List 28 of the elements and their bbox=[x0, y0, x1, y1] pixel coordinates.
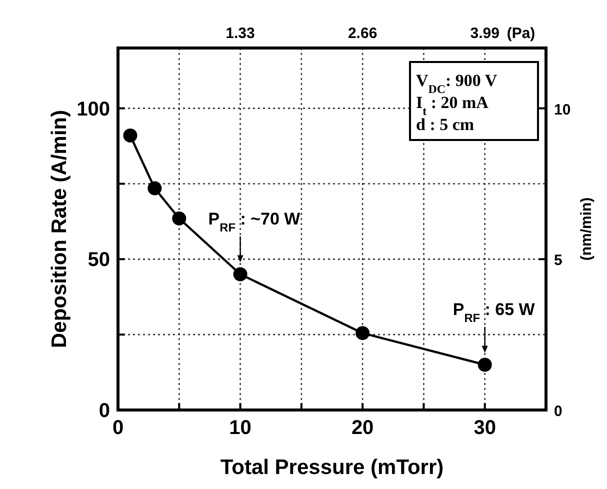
y2-tick-label: 0 bbox=[554, 403, 562, 420]
point bbox=[172, 211, 186, 226]
y2-tick-label: 10 bbox=[554, 101, 571, 118]
annotation: V$_{DC}$: 900 V bbox=[416, 71, 498, 96]
y-tick-label: 0 bbox=[98, 400, 110, 422]
point bbox=[148, 181, 162, 196]
x-axis-title: Total Pressure (mTorr) bbox=[220, 456, 444, 479]
x-tick-label: 10 bbox=[229, 417, 252, 439]
x-tick-label: 30 bbox=[474, 417, 496, 439]
y2-tick-label: 5 bbox=[554, 252, 562, 270]
x2-tick-label: 1.33 bbox=[226, 25, 255, 42]
annotation: d : 5 cm bbox=[416, 115, 474, 134]
x-tick-label: 20 bbox=[351, 417, 374, 439]
point bbox=[233, 267, 248, 282]
y-tick-label: 50 bbox=[88, 249, 110, 272]
y-axis-title: Deposition Rate (A/min) bbox=[48, 110, 71, 348]
x2-tick-label: 3.99 bbox=[470, 25, 500, 42]
annotation: P$_{RF}$ : ~70 W bbox=[208, 209, 302, 234]
point bbox=[356, 326, 370, 340]
x2-axis-title: (Pa) bbox=[506, 25, 536, 42]
y2-axis-title: (nm/min) bbox=[578, 197, 595, 261]
x2-tick-label: 2.66 bbox=[348, 25, 378, 42]
point bbox=[123, 128, 138, 142]
y-tick-label: 100 bbox=[76, 98, 110, 120]
annotation: P$_{RF}$ : 65 W bbox=[452, 300, 536, 325]
annotation: I$_{t}$ : 20 mA bbox=[416, 93, 490, 118]
x-tick-label: 0 bbox=[112, 417, 124, 439]
point bbox=[478, 358, 492, 372]
